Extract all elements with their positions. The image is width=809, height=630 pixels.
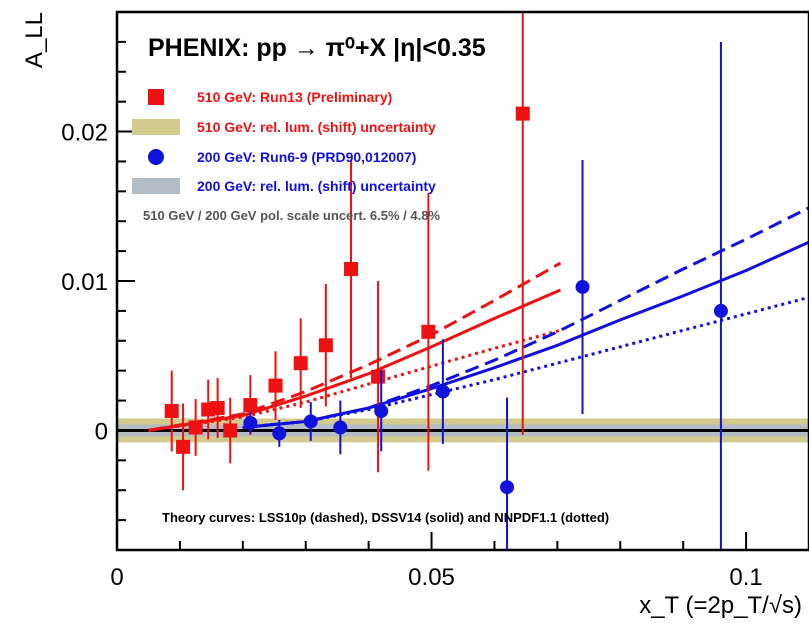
data-point-200-2 — [272, 426, 287, 441]
theory-curve-510-dotted — [148, 328, 561, 432]
chart-title: PHENIX: pp → π⁰+X |η|<0.35 — [148, 34, 486, 62]
data-point-200-9 — [713, 303, 728, 318]
y-tick-label: 0.01 — [61, 269, 108, 296]
axes: 0 0.05 0.1 0 0.01 0.02 — [61, 11, 809, 591]
legend-swatch-band — [132, 178, 180, 194]
data-point-510-9 — [293, 356, 308, 371]
legend-swatch-square — [148, 89, 164, 105]
data-point-200-3 — [303, 414, 318, 429]
data-point-510-7 — [243, 398, 258, 413]
data-point-510-12 — [371, 369, 386, 384]
data-point-200-1 — [243, 415, 258, 430]
data-point-510-2 — [176, 439, 191, 454]
legend: 510 GeV: Run13 (Preliminary) 510 GeV: rel… — [132, 89, 436, 194]
plot-area — [117, 12, 809, 550]
pol-scale-note: 510 GeV / 200 GeV pol. scale uncert. 6.5… — [143, 208, 440, 223]
legend-swatch-band — [132, 119, 180, 135]
data-point-200-6 — [435, 384, 450, 399]
data-point-510-5 — [210, 401, 225, 416]
legend-label: 200 GeV: rel. lum. (shift) uncertainty — [197, 178, 436, 194]
data-point-200-4 — [333, 420, 348, 435]
data-point-510-1 — [164, 404, 179, 419]
data-point-510-8 — [268, 378, 283, 393]
data-point-200-5 — [374, 404, 389, 419]
x-axis-title: x_T (=2p_T/√s) — [639, 592, 802, 619]
legend-swatch-circle — [148, 149, 164, 165]
x-tick-label: 0.1 — [729, 564, 762, 591]
data-point-510-11 — [344, 262, 359, 277]
legend-label: 510 GeV: rel. lum. (shift) uncertainty — [197, 119, 436, 135]
theory-curve-510-solid — [148, 288, 562, 432]
data-point-200-8 — [575, 279, 590, 294]
theory-curve-200-solid — [242, 240, 809, 429]
legend-label: 200 GeV: Run6-9 (PRD90,012007) — [197, 149, 416, 165]
data-point-510-10 — [318, 338, 333, 353]
data-point-200-7 — [500, 480, 515, 495]
x-tick-label: 0 — [110, 564, 123, 591]
data-point-510-6 — [223, 423, 238, 438]
x-tick-label: 0.05 — [408, 564, 455, 591]
data-point-510-14 — [515, 106, 530, 121]
data-point-510-3 — [188, 420, 203, 435]
theory-note: Theory curves: LSS10p (dashed), DSSV14 (… — [162, 510, 609, 525]
y-tick-label: 0.02 — [61, 120, 108, 147]
theory-curve-200-dotted — [242, 295, 809, 429]
y-axis-title: A_LL — [21, 12, 48, 68]
y-tick-label: 0 — [95, 418, 108, 445]
data-point-510-13 — [421, 324, 436, 339]
legend-label: 510 GeV: Run13 (Preliminary) — [197, 89, 392, 105]
